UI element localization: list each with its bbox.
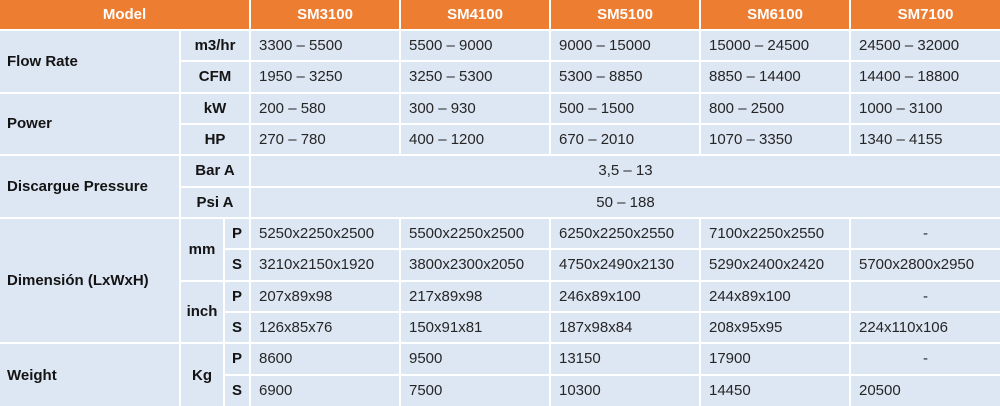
value-cell: 4750x2490x2130 [549,248,701,282]
variant-label-p: P [223,216,251,251]
value-cell: 1950 – 3250 [249,60,401,94]
value-cell: 187x98x84 [549,310,701,345]
value-cell: 3210x2150x1920 [249,248,401,282]
value-cell: 3800x2300x2050 [399,248,551,282]
value-cell: 1340 – 4155 [849,122,1000,157]
value-cell: 246x89x100 [549,279,701,313]
value-cell: 270 – 780 [249,122,401,157]
value-cell: 217x89x98 [399,279,551,313]
table-row-dim-inch-s: S 126x85x76 150x91x81 187x98x84 208x95x9… [0,310,1000,345]
value-cell: 150x91x81 [399,310,551,345]
value-cell: - [849,279,1000,313]
value-cell: 1070 – 3350 [699,122,851,157]
variant-label-p: P [223,342,251,376]
value-cell: 15000 – 24500 [699,28,851,63]
unit-label-mm: mm [179,216,225,282]
value-cell: 500 – 1500 [549,91,701,125]
table-row-pressure-psi: Psi A 50 – 188 [0,185,1000,219]
variant-label-s: S [223,310,251,345]
value-cell: 1000 – 3100 [849,91,1000,125]
table-row-flow-m3hr: Flow Rate m3/hr 3300 – 5500 5500 – 9000 … [0,28,1000,94]
value-cell: 13150 [549,342,701,376]
value-cell: - [849,342,1000,376]
value-cell: 5500 – 9000 [399,28,551,63]
value-cell: 8850 – 14400 [699,60,851,94]
value-cell: 670 – 2010 [549,122,701,157]
variant-label-s: S [223,373,251,406]
value-cell: 6250x2250x2550 [549,216,701,251]
column-header-sm3100: SM3100 [249,0,401,31]
column-header-sm5100: SM5100 [549,0,701,31]
value-cell: 5290x2400x2420 [699,248,851,282]
row-group-label-flow-rate: Flow Rate [0,29,181,94]
value-cell: 10300 [549,373,701,406]
unit-label-kg: Kg [179,342,225,406]
value-cell: 400 – 1200 [399,122,551,157]
table-row-weight-p: Weight Kg P 8600 9500 13150 17900 - [0,342,1000,406]
value-cell: 24500 – 32000 [849,28,1000,63]
table-row-dim-mm-p: Dimensión (LxWxH) mm P 5250x2250x2500 55… [0,216,1000,345]
unit-label-kw: kW [179,91,251,125]
value-cell: 7100x2250x2550 [699,216,851,251]
value-cell: 6900 [249,373,401,406]
value-cell: 800 – 2500 [699,91,851,125]
row-group-label-dimension: Dimensión (LxWxH) [0,216,181,345]
value-cell: 14450 [699,373,851,406]
value-cell: 200 – 580 [249,91,401,125]
model-header-cell: Model [0,0,251,31]
value-cell: 244x89x100 [699,279,851,313]
value-cell: 300 – 930 [399,91,551,125]
table-row-power-hp: HP 270 – 780 400 – 1200 670 – 2010 1070 … [0,122,1000,157]
value-cell: 20500 [849,373,1000,406]
unit-label-m3hr: m3/hr [179,28,251,63]
value-cell: 208x95x95 [699,310,851,345]
value-cell: 3300 – 5500 [249,28,401,63]
unit-label-hp: HP [179,122,251,157]
table-row-dim-mm-s: S 3210x2150x1920 3800x2300x2050 4750x249… [0,248,1000,282]
value-cell-merged: 3,5 – 13 [249,154,1000,188]
value-cell: 9500 [399,342,551,376]
value-cell: - [849,216,1000,251]
header-row: Model SM3100 SM4100 SM5100 SM6100 SM7100 [0,0,1000,31]
column-header-sm6100: SM6100 [699,0,851,31]
row-group-label-power: Power [0,91,181,157]
table-row-power-kw: Power kW 200 – 580 300 – 930 500 – 1500 … [0,91,1000,157]
row-group-label-pressure: Discargue Pressure [0,154,181,219]
variant-label-s: S [223,248,251,282]
variant-label-p: P [223,279,251,313]
value-cell: 3250 – 5300 [399,60,551,94]
value-cell: 126x85x76 [249,310,401,345]
column-header-sm4100: SM4100 [399,0,551,31]
table-row-flow-cfm: CFM 1950 – 3250 3250 – 5300 5300 – 8850 … [0,60,1000,94]
value-cell: 5500x2250x2500 [399,216,551,251]
value-cell: 5250x2250x2500 [249,216,401,251]
table-row-pressure-bar: Discargue Pressure Bar A 3,5 – 13 [0,154,1000,219]
value-cell: 14400 – 18800 [849,60,1000,94]
value-cell: 207x89x98 [249,279,401,313]
value-cell: 5700x2800x2950 [849,248,1000,282]
value-cell: 9000 – 15000 [549,28,701,63]
column-header-sm7100: SM7100 [849,0,1000,31]
unit-label-psi-a: Psi A [179,185,251,219]
value-cell: 224x110x106 [849,310,1000,345]
value-cell: 7500 [399,373,551,406]
value-cell-merged: 50 – 188 [249,185,1000,219]
table-row-weight-s: S 6900 7500 10300 14450 20500 [0,373,1000,406]
unit-label-cfm: CFM [179,60,251,94]
table-row-dim-inch-p: inch P 207x89x98 217x89x98 246x89x100 24… [0,279,1000,345]
row-group-label-weight: Weight [0,342,181,406]
value-cell: 5300 – 8850 [549,60,701,94]
unit-label-inch: inch [179,279,225,345]
value-cell: 8600 [249,342,401,376]
unit-label-bar-a: Bar A [179,154,251,188]
value-cell: 17900 [699,342,851,376]
